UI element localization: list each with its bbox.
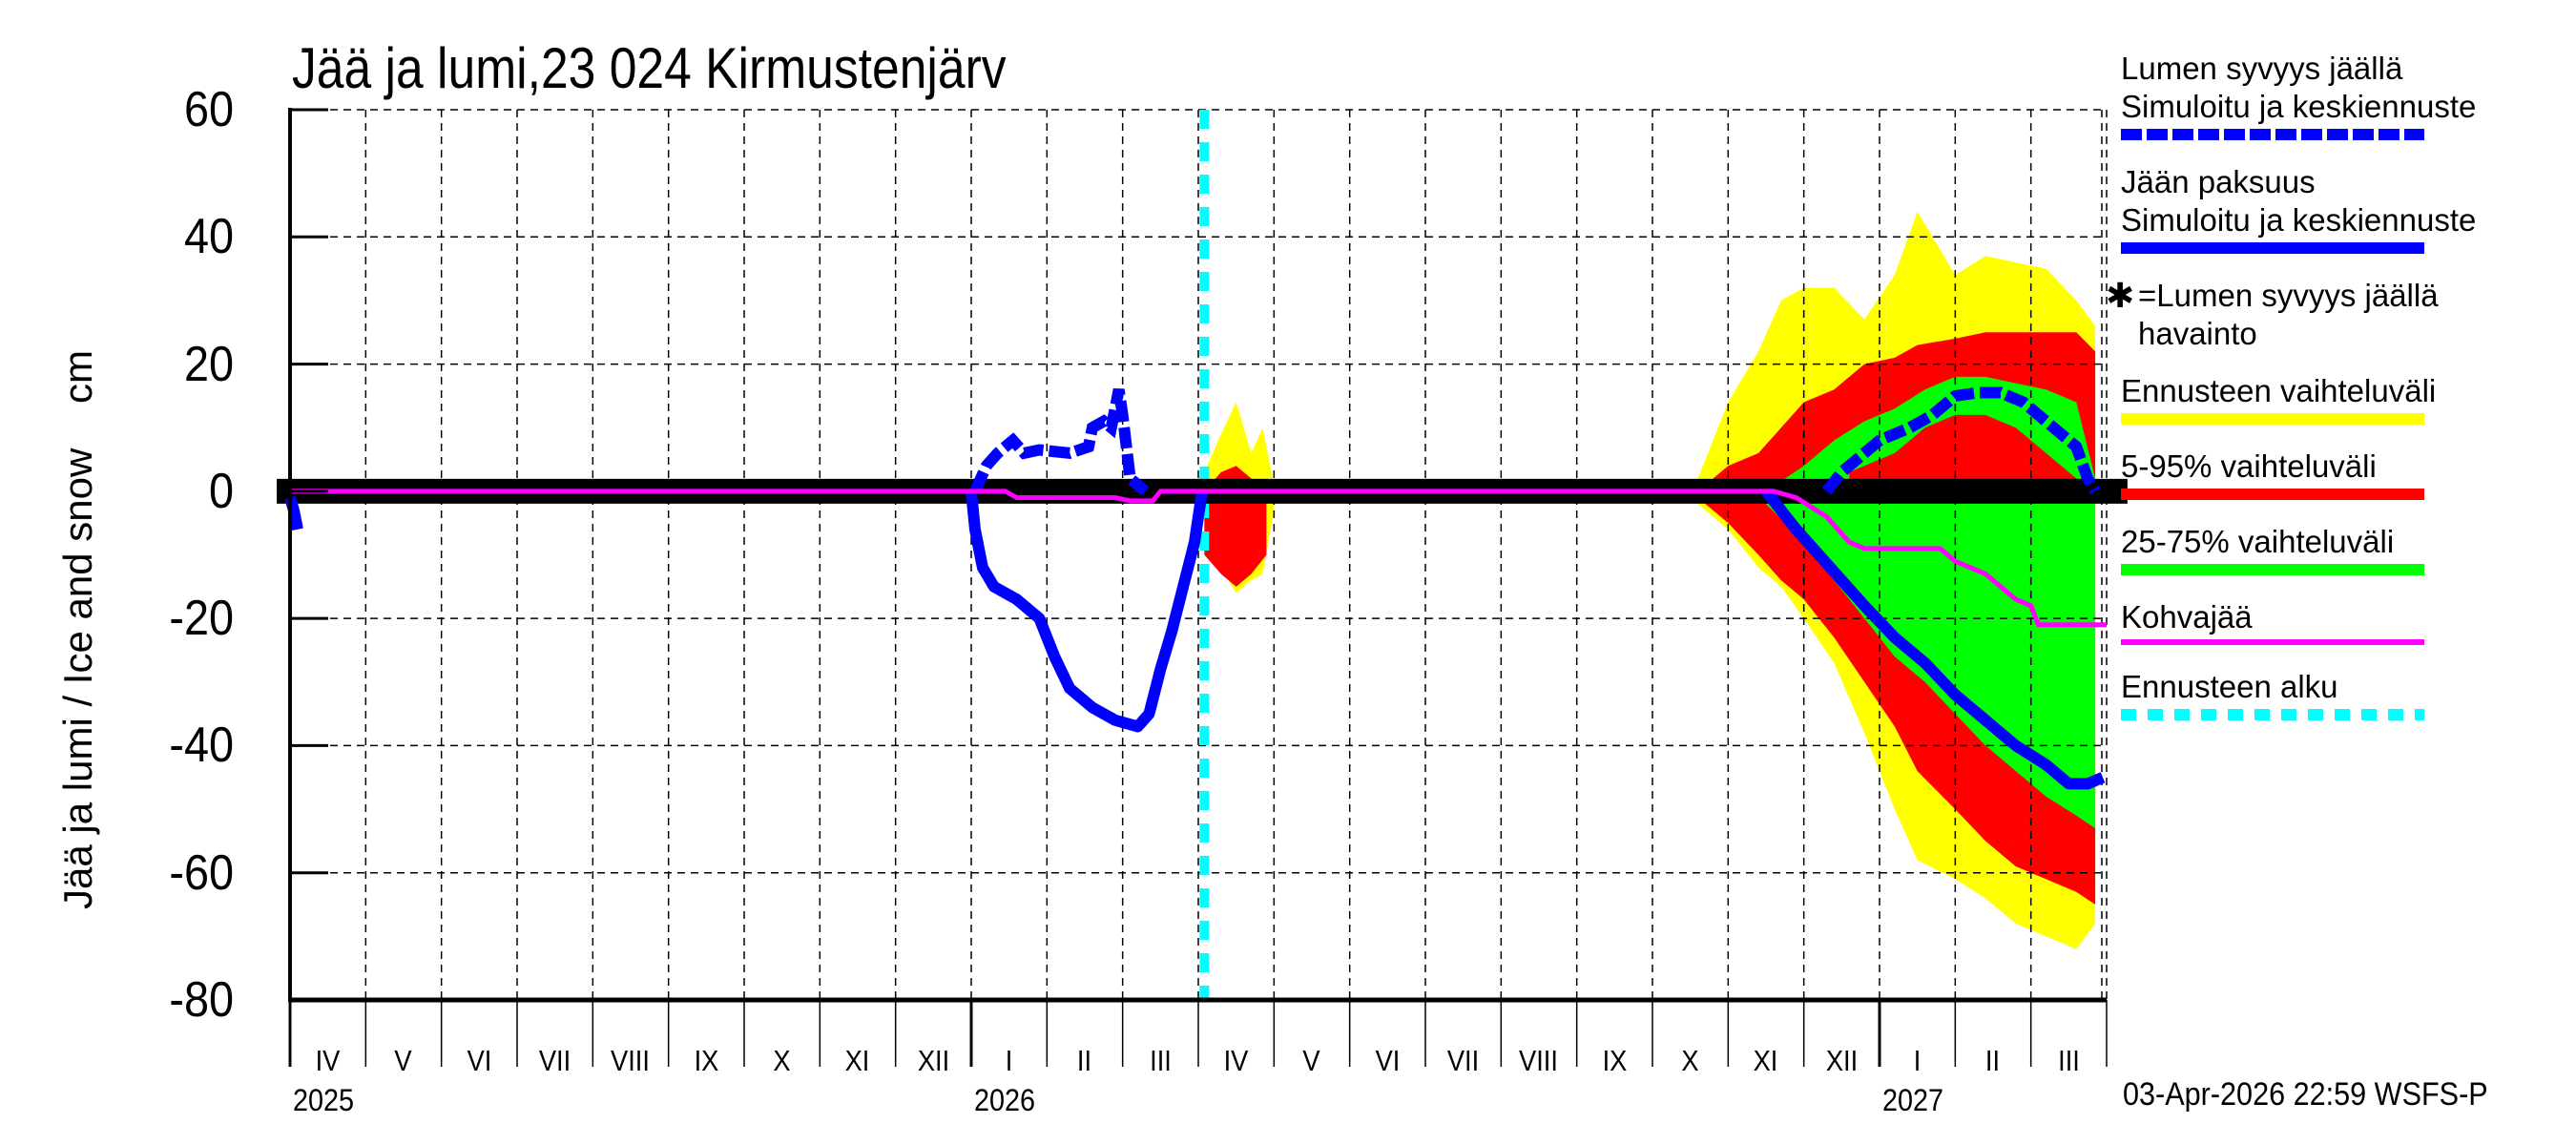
x-month-label: IV	[1223, 1044, 1249, 1077]
asterisk-icon: ✱	[2106, 276, 2135, 315]
x-month-label: II	[1077, 1044, 1092, 1077]
legend-item: 25-75% vaihteluväli	[2121, 523, 2569, 575]
x-month-label: XII	[1825, 1044, 1858, 1077]
series-lines	[284, 386, 2107, 790]
x-year-label: 2025	[293, 1083, 355, 1117]
legend-swatch	[2121, 129, 2424, 140]
x-month-label: XI	[1753, 1044, 1778, 1077]
x-month-label: X	[773, 1044, 791, 1077]
x-month-label: XI	[844, 1044, 870, 1077]
x-month-label: II	[1985, 1044, 2001, 1077]
legend-item: Lumen syvyys jäällä Simuloitu ja keskien…	[2121, 50, 2569, 140]
x-month-label: VII	[1446, 1044, 1480, 1077]
legend-label: Jään paksuus Simuloitu ja keskiennuste	[2121, 164, 2477, 238]
legend-item: 5-95% vaihteluväli	[2121, 448, 2569, 500]
y-tick-label: 60	[183, 82, 234, 137]
legend-item: Jään paksuus Simuloitu ja keskiennuste	[2121, 163, 2569, 254]
grid-lines	[290, 109, 2108, 1000]
slush-ice-line	[290, 489, 2107, 628]
y-tick-label: 20	[183, 336, 234, 392]
legend-item: Kohvajää	[2121, 598, 2569, 645]
x-month-label: VII	[538, 1044, 571, 1077]
legend-swatch	[2121, 413, 2424, 425]
y-tick-label: -20	[169, 591, 234, 647]
legend-swatch	[2121, 564, 2424, 575]
x-month-label: III	[2057, 1044, 2080, 1077]
legend-swatch	[2121, 242, 2424, 254]
legend-label: Lumen syvyys jäällä Simuloitu ja keskien…	[2121, 51, 2477, 124]
legend-label: Kohvajää	[2121, 599, 2253, 635]
legend-spacer	[2121, 353, 2569, 372]
y-tick-label: -60	[169, 844, 234, 901]
snow-depth-line	[1821, 386, 2101, 495]
y-axis-label: Jää ja lumi / Ice and snow cm	[55, 350, 100, 909]
legend-label: =Lumen syvyys jäällä havainto	[2138, 278, 2439, 351]
x-month-label: III	[1149, 1044, 1172, 1077]
legend: Lumen syvyys jäällä Simuloitu ja keskien…	[2106, 50, 2569, 743]
legend-label: Ennusteen vaihteluväli	[2121, 373, 2437, 408]
y-tick-label: 40	[183, 209, 234, 265]
x-month-label: VI	[1375, 1044, 1401, 1077]
x-month-label: VI	[467, 1044, 492, 1077]
legend-label: 25-75% vaihteluväli	[2121, 524, 2395, 559]
x-month-label: VIII	[611, 1044, 651, 1077]
x-month-label: XII	[917, 1044, 949, 1077]
legend-swatch	[2121, 639, 2424, 645]
legend-swatch	[2121, 489, 2424, 500]
legend-item: ✱ =Lumen syvyys jäällä havainto	[2106, 277, 2569, 372]
legend-swatch	[2121, 709, 2424, 720]
legend-label: 5-95% vaihteluväli	[2121, 448, 2377, 484]
x-month-label: V	[1302, 1044, 1320, 1077]
y-tick-label: 0	[208, 463, 234, 519]
x-year-label: 2027	[1882, 1083, 1944, 1117]
x-month-label: IX	[694, 1044, 719, 1077]
x-month-label: X	[1681, 1044, 1699, 1077]
ice-thickness-line	[966, 489, 1208, 733]
x-year-label: 2026	[974, 1083, 1036, 1117]
snow-depth-line	[969, 388, 1150, 496]
range-band	[1849, 414, 2077, 491]
ice-thickness-line	[1761, 488, 2106, 790]
y-tick-label: -80	[169, 972, 234, 1028]
x-month-label: IV	[315, 1044, 341, 1077]
timestamp: 03-Apr-2026 22:59 WSFS-P	[2123, 1076, 2488, 1113]
axes	[288, 108, 2108, 1067]
legend-item: Ennusteen alku	[2121, 668, 2569, 720]
x-month-label: I	[1005, 1044, 1013, 1077]
x-month-label: VIII	[1519, 1044, 1559, 1077]
forecast-range-bands	[1204, 211, 2096, 949]
x-month-label: I	[1913, 1044, 1922, 1077]
chart-title: Jää ja lumi,23 024 Kirmustenjärv	[292, 36, 1007, 100]
y-tick-label: -40	[169, 718, 234, 774]
x-month-label: V	[394, 1044, 412, 1077]
legend-label: Ennusteen alku	[2121, 669, 2338, 704]
legend-item: Ennusteen vaihteluväli	[2121, 372, 2569, 425]
x-month-label: IX	[1602, 1044, 1628, 1077]
